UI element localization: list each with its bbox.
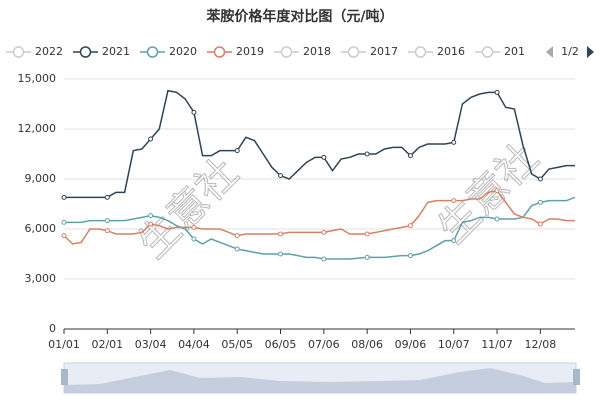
legend-symbol	[481, 46, 494, 58]
x-tick-label: 10/07	[438, 338, 470, 351]
legend-label: 201	[504, 45, 525, 58]
data-point	[321, 229, 327, 235]
data-point	[451, 198, 457, 204]
data-point	[407, 153, 413, 159]
data-point	[191, 224, 197, 230]
data-point	[537, 176, 543, 182]
legend-item[interactable]: 2022	[6, 45, 63, 58]
x-tick-label: 05/05	[221, 338, 253, 351]
legend-item[interactable]: 2018	[274, 45, 331, 58]
watermark: 生意社	[430, 135, 547, 252]
data-point	[61, 219, 67, 225]
zoom-preview	[64, 368, 576, 393]
data-point	[364, 151, 370, 157]
legend-item[interactable]: 2020	[140, 45, 197, 58]
data-zoom[interactable]	[61, 362, 580, 394]
x-tick-label: 08/06	[351, 338, 383, 351]
x-tick-label: 09/06	[395, 338, 427, 351]
data-point	[148, 136, 154, 142]
data-point	[364, 254, 370, 260]
data-point	[191, 236, 197, 242]
legend-item[interactable]: 2021	[73, 45, 130, 58]
legend-page: 1/2	[561, 45, 579, 58]
watermark: 生意社	[130, 150, 247, 267]
data-point	[321, 256, 327, 262]
legend-symbol	[347, 46, 360, 58]
data-point	[364, 231, 370, 237]
data-point	[148, 221, 154, 227]
data-point	[61, 194, 67, 200]
legend-item[interactable]: 2016	[408, 45, 465, 58]
legend-label: 2016	[437, 45, 465, 58]
x-tick-label: 01/01	[48, 338, 80, 351]
x-tick-label: 03/04	[135, 338, 167, 351]
data-point	[234, 246, 240, 252]
legend-symbol	[414, 46, 427, 58]
data-point	[278, 173, 284, 179]
y-tick-label: 9,000	[25, 172, 57, 185]
legend-label: 2020	[169, 45, 197, 58]
data-point	[104, 218, 110, 224]
data-point	[451, 238, 457, 244]
legend-item[interactable]: 2019	[207, 45, 264, 58]
legend-symbol	[12, 46, 25, 58]
data-point	[234, 148, 240, 154]
x-tick-label: 06/05	[265, 338, 297, 351]
data-point	[494, 89, 500, 95]
legend-label: 2017	[370, 45, 398, 58]
x-tick-label: 11/07	[481, 338, 513, 351]
data-point	[407, 223, 413, 229]
chart-title: 苯胺价格年度对比图（元/吨）	[205, 8, 393, 25]
x-tick-label: 12/08	[525, 338, 557, 351]
data-point	[537, 221, 543, 227]
data-point	[494, 188, 500, 194]
legend-symbol	[280, 46, 293, 58]
x-tick-label: 02/01	[91, 338, 123, 351]
legend-item[interactable]: 2017	[341, 45, 398, 58]
zoom-handle[interactable]	[61, 369, 68, 385]
y-tick-label: 0	[49, 322, 56, 335]
data-point	[104, 194, 110, 200]
data-point	[278, 251, 284, 257]
legend-symbol	[79, 46, 92, 58]
data-point	[191, 109, 197, 115]
y-tick-label: 6,000	[25, 222, 57, 235]
data-point	[494, 216, 500, 222]
legend-symbol	[146, 46, 159, 58]
legend-item[interactable]: 201	[475, 45, 525, 58]
legend-label: 2018	[303, 45, 331, 58]
legend-symbol	[213, 46, 226, 58]
x-tick-label: 04/04	[178, 338, 210, 351]
data-point	[61, 233, 67, 239]
legend-prev[interactable]	[546, 46, 553, 58]
data-point	[537, 199, 543, 205]
data-point	[278, 231, 284, 237]
legend-label: 2019	[236, 45, 264, 58]
data-point	[148, 213, 154, 219]
x-tick-label: 07/06	[308, 338, 340, 351]
data-point	[104, 228, 110, 234]
data-point	[321, 154, 327, 160]
y-tick-label: 12,000	[18, 122, 57, 135]
legend-next[interactable]	[587, 46, 594, 58]
data-point	[451, 139, 457, 145]
data-point	[407, 253, 413, 259]
y-tick-label: 15,000	[18, 72, 57, 85]
zoom-handle[interactable]	[573, 369, 580, 385]
legend-label: 2022	[35, 45, 63, 58]
y-tick-label: 3,000	[25, 272, 57, 285]
data-point	[234, 233, 240, 239]
legend-label: 2021	[102, 45, 130, 58]
